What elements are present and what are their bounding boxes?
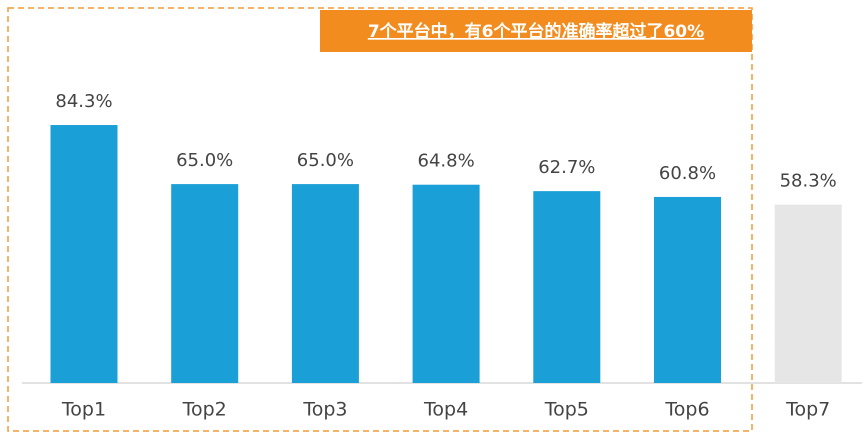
bar: [171, 184, 239, 383]
x-tick-label: Top2: [182, 399, 227, 421]
value-label: 60.8%: [659, 163, 716, 184]
value-label: 58.3%: [780, 171, 837, 192]
bar: [774, 204, 842, 383]
value-label: 84.3%: [55, 91, 112, 112]
x-tick-label: Top3: [302, 399, 347, 421]
x-tick-label: Top1: [61, 399, 106, 421]
bar: [291, 184, 359, 383]
annotation-box: [320, 10, 752, 52]
highlight-frame: [7, 7, 753, 432]
value-label: 62.7%: [538, 157, 595, 178]
x-tick-label: Top6: [664, 399, 709, 421]
annotation: 7个平台中，有6个平台的准确率超过了60%: [368, 21, 704, 42]
value-label: 65.0%: [176, 150, 233, 171]
value-label: 64.8%: [418, 151, 475, 172]
bar: [50, 125, 118, 384]
x-tick-label: Top4: [423, 399, 468, 421]
bar: [533, 191, 601, 383]
value-label: 65.0%: [297, 150, 354, 171]
x-tick-label: Top5: [544, 399, 589, 421]
bar: [412, 184, 480, 383]
bar: [654, 196, 721, 383]
x-tick-label: Top7: [785, 399, 830, 421]
